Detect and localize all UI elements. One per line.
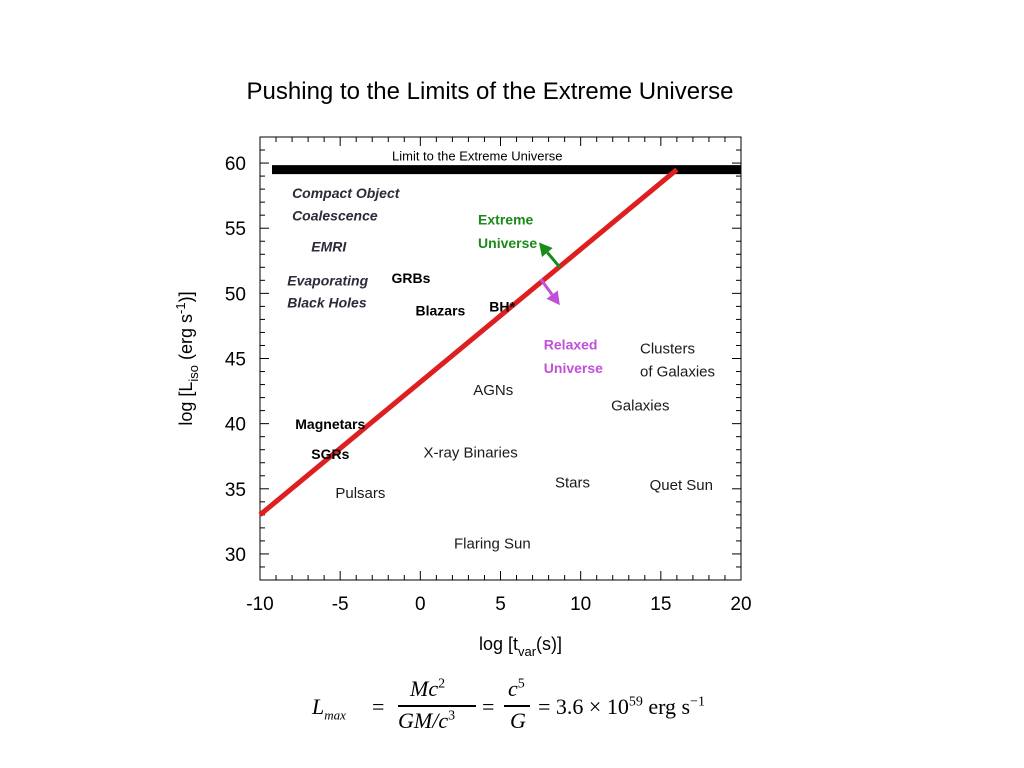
y-tick-label: 30 <box>225 545 246 566</box>
annotation-sgrs: SGRs <box>311 446 349 462</box>
annotation-grbs: GRBs <box>391 270 430 286</box>
formula-equals: = <box>372 694 385 719</box>
limit-label: Limit to the Extreme Universe <box>392 149 563 164</box>
annotation-agns: AGNs <box>473 382 513 399</box>
annotation-universe: Universe <box>478 235 537 251</box>
annotation-of-galaxies: of Galaxies <box>640 364 715 381</box>
annotation-emri: EMRI <box>311 239 347 255</box>
annotation-evaporating: Evaporating <box>287 273 368 289</box>
annotation-coalescence: Coalescence <box>292 207 378 223</box>
tick-labels: -10 -5 0 5 10 15 20 30 35 40 45 50 55 60 <box>225 154 752 615</box>
annotation-pulsars: Pulsars <box>335 485 385 502</box>
annotations: Compact Object Coalescence EMRI Evaporating… <box>287 185 715 552</box>
x-tick-label: -5 <box>332 594 349 615</box>
x-tick-label: -10 <box>246 594 273 615</box>
annotation-extreme: Extreme <box>478 211 533 227</box>
annotation-relaxed: Relaxed <box>544 336 598 352</box>
annotation-x-ray-binaries: X-ray Binaries <box>424 445 518 462</box>
annotation-bh: BH* <box>489 299 515 315</box>
y-axis-label: log [Liso (erg s-1)] <box>173 291 201 425</box>
annotation-stars: Stars <box>555 474 590 491</box>
formula-den2: G <box>510 708 526 733</box>
annotation-black-holes: Black Holes <box>287 295 367 311</box>
x-axis-label: log [tvar(s)] <box>479 634 562 659</box>
y-tick-label: 35 <box>225 480 246 501</box>
y-tick-label: 40 <box>225 415 246 436</box>
plot-frame <box>259 136 742 581</box>
annotation-galaxies: Galaxies <box>611 398 669 415</box>
formula-num2: c5 <box>508 676 525 701</box>
annotation-compact-object: Compact Object <box>292 185 401 201</box>
annotation-blazars: Blazars <box>416 303 466 319</box>
extreme-universe-arrow <box>538 242 561 269</box>
x-tick-label: 0 <box>415 594 426 615</box>
y-tick-label: 45 <box>225 350 246 371</box>
x-tick-label: 10 <box>570 594 591 615</box>
annotation-universe: Universe <box>544 360 603 376</box>
y-tick-label: 50 <box>225 284 246 305</box>
formula-num1: Mc2 <box>410 676 446 701</box>
luminosity-limit-formula: Lmax = Mc2 GM/c3 = c5 G = 3.6 × 1059 erg… <box>300 672 760 742</box>
y-tick-label: 55 <box>225 219 246 240</box>
annotation-magnetars: Magnetars <box>295 416 365 432</box>
x-tick-label: 15 <box>650 594 671 615</box>
arrows <box>538 242 561 306</box>
annotation-clusters: Clusters <box>640 340 695 357</box>
formula-den1: GM/c3 <box>398 708 456 733</box>
axis-ticks <box>259 136 742 581</box>
trend-line <box>258 167 679 517</box>
relaxed-universe-arrow <box>539 278 560 306</box>
annotation-flaring-sun: Flaring Sun <box>454 536 531 553</box>
formula-equals-2: = <box>482 694 495 719</box>
annotation-quet-sun: Quet Sun <box>650 477 713 494</box>
formula-lhs: Lmax <box>312 694 346 723</box>
x-tick-label: 20 <box>730 594 751 615</box>
x-tick-label: 5 <box>495 594 506 615</box>
formula-rhs: = 3.6 × 1059 erg s−1 <box>538 694 705 719</box>
y-tick-label: 60 <box>225 154 246 175</box>
slide-title: Pushing to the Limits of the Extreme Uni… <box>246 78 734 105</box>
